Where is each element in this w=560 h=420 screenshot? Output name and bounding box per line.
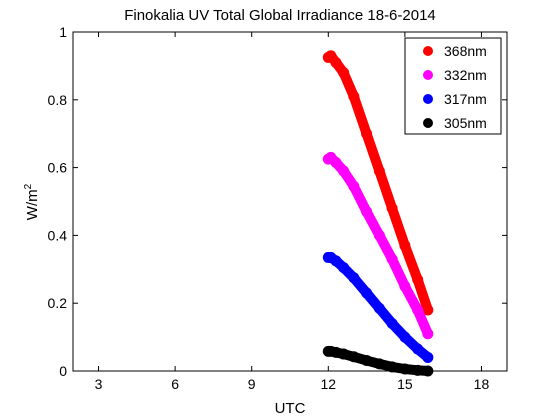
x-tick-label: 12 (321, 376, 337, 392)
data-point (330, 255, 342, 267)
data-point (386, 361, 398, 373)
y-tick-label: 1 (59, 24, 67, 40)
data-point (361, 206, 373, 218)
series-332nm (322, 151, 434, 340)
data-point (422, 304, 434, 316)
y-axis: 0 0.2 0.4 0.6 0.8 1 (48, 24, 507, 379)
y-tick-label: 0.4 (48, 227, 68, 243)
x-axis-title: UTC (275, 400, 306, 417)
legend-label: 317nm (444, 91, 487, 107)
y-axis-title: W/m2 (23, 183, 41, 220)
legend: 368nm 332nm 317nm 305nm (404, 37, 502, 135)
data-point (386, 202, 398, 214)
y-tick-label: 0.8 (48, 92, 68, 108)
data-point (412, 364, 424, 376)
legend-box (404, 37, 502, 135)
data-point (386, 318, 398, 330)
series-317nm (322, 251, 434, 363)
data-point (361, 287, 373, 299)
data-point (330, 157, 342, 169)
data-point (338, 262, 350, 274)
data-point (348, 90, 360, 102)
legend-label: 332nm (444, 67, 487, 83)
data-point (338, 67, 350, 79)
data-point (399, 363, 411, 375)
data-point (422, 328, 434, 340)
legend-marker (423, 118, 433, 128)
data-point (373, 229, 385, 241)
data-point (399, 280, 411, 292)
y-tick-label: 0 (59, 363, 67, 379)
y-axis-title-base: W/m (24, 189, 41, 220)
chart-title: Finokalia UV Total Global Irradiance 18-… (124, 7, 436, 24)
data-point (348, 272, 360, 284)
data-point (399, 240, 411, 252)
legend-marker (423, 46, 433, 56)
data-point (361, 128, 373, 140)
data-point (373, 302, 385, 314)
data-point (412, 304, 424, 316)
y-axis-title-superscript: 2 (23, 183, 34, 189)
series-305nm (322, 345, 434, 377)
legend-marker (423, 70, 433, 80)
x-tick-label: 18 (474, 376, 490, 392)
data-point (422, 365, 434, 377)
data-point (422, 351, 434, 363)
x-tick-label: 3 (95, 376, 103, 392)
data-point (386, 253, 398, 265)
series-368nm (322, 50, 434, 316)
legend-label: 368nm (444, 43, 487, 59)
data-point (412, 343, 424, 355)
legend-marker (423, 94, 433, 104)
series-layer (322, 50, 434, 377)
data-point (330, 57, 342, 69)
data-point (348, 351, 360, 363)
x-tick-label: 15 (397, 376, 413, 392)
data-point (399, 331, 411, 343)
data-point (338, 165, 350, 177)
data-point (373, 358, 385, 370)
legend-label: 305nm (444, 115, 487, 131)
x-tick-label: 9 (248, 376, 256, 392)
y-tick-label: 0.6 (48, 160, 68, 176)
data-point (373, 165, 385, 177)
y-tick-label: 0.2 (48, 295, 68, 311)
data-point (348, 180, 360, 192)
data-point (412, 273, 424, 285)
data-point (338, 348, 350, 360)
x-tick-label: 6 (171, 376, 179, 392)
x-axis: 3 6 9 12 15 18 (95, 32, 490, 392)
data-point (361, 354, 373, 366)
